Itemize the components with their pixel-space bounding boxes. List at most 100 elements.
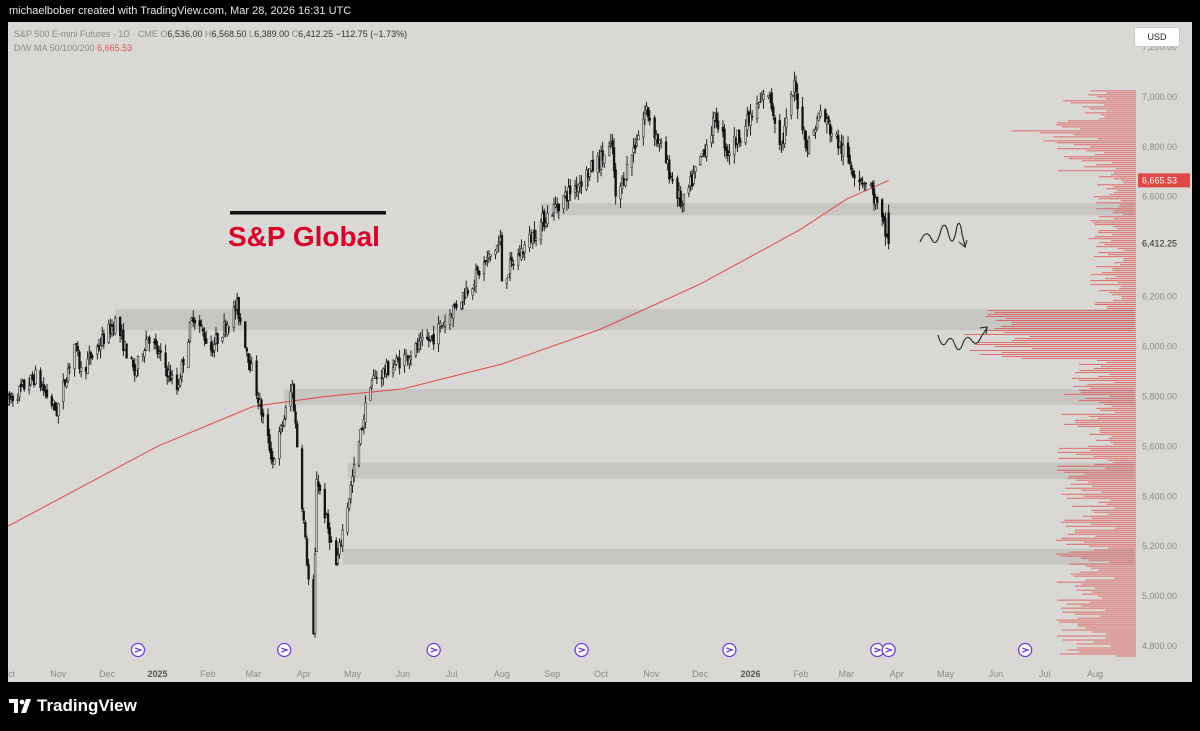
- event-marker-icon[interactable]: [277, 642, 292, 658]
- logo-bar: [230, 211, 386, 215]
- candle-body: [8, 393, 11, 400]
- candle-body: [842, 144, 845, 157]
- candle: [91, 354, 94, 360]
- y-tick-label: 6,000.00: [1142, 341, 1177, 351]
- candle: [159, 343, 162, 362]
- candle-body: [273, 458, 276, 465]
- candle: [102, 329, 106, 349]
- candle: [68, 363, 71, 375]
- candle: [125, 343, 128, 359]
- candle: [466, 287, 469, 297]
- candle-body: [255, 360, 258, 396]
- candle: [143, 348, 146, 363]
- credit-bar: michaelbober created with TradingView.co…: [0, 0, 1200, 22]
- candle-body: [508, 259, 512, 274]
- price-chart[interactable]: S&P Global 4,800.00 5,000.00 5,200.00 5,400…: [8, 22, 1192, 682]
- event-marker-circle: [130, 642, 146, 658]
- candle: [247, 353, 250, 371]
- tradingview-brand[interactable]: TradingView: [9, 696, 137, 716]
- time-axis: Oct Nov Dec 2025 Feb Mar Apr May Jun Jul Aug Sep Oct…: [8, 669, 1103, 679]
- candle-body: [330, 540, 333, 542]
- candle: [794, 75, 798, 100]
- candle-body: [284, 407, 287, 419]
- candle: [642, 111, 645, 146]
- candle-body: [239, 317, 242, 322]
- candle-body: [569, 185, 572, 195]
- candle-body: [853, 174, 856, 179]
- candle-body: [336, 555, 339, 564]
- candle-body: [767, 94, 770, 98]
- legend-close-label: C: [291, 29, 299, 39]
- candle-body: [546, 212, 549, 224]
- support-zones: [115, 202, 1135, 565]
- candle: [611, 133, 614, 155]
- event-marker-icon[interactable]: [881, 642, 896, 658]
- event-marker-icon[interactable]: [1017, 642, 1033, 658]
- candle: [156, 341, 159, 359]
- candle-body: [871, 182, 874, 189]
- candle: [193, 317, 197, 330]
- candle: [803, 126, 806, 140]
- candle: [443, 314, 447, 334]
- candle-body: [881, 199, 884, 218]
- event-marker-icon[interactable]: [130, 642, 146, 658]
- candle: [328, 522, 331, 550]
- event-marker-icon[interactable]: [574, 642, 589, 658]
- candle-body: [608, 146, 611, 157]
- candle: [544, 217, 547, 229]
- candle: [864, 182, 868, 191]
- candle: [270, 441, 273, 465]
- candle: [780, 141, 783, 153]
- candle-body: [716, 120, 720, 130]
- candle: [170, 369, 174, 385]
- candle-body: [27, 385, 31, 390]
- candle-body: [804, 130, 807, 149]
- currency-button[interactable]: USD: [1134, 27, 1180, 47]
- candle: [86, 351, 89, 374]
- candle-body: [133, 363, 136, 376]
- candle: [783, 117, 786, 148]
- y-tick-label: 5,800.00: [1142, 391, 1177, 401]
- candle-body: [474, 269, 478, 287]
- candle-body: [53, 402, 57, 411]
- candle: [315, 471, 318, 553]
- candle-body: [738, 129, 741, 144]
- candle-body: [850, 164, 853, 170]
- y-tick-label: 5,200.00: [1142, 541, 1177, 551]
- candle-body: [588, 168, 591, 177]
- candle-body: [432, 333, 435, 345]
- candle-body: [226, 325, 229, 335]
- candle-body: [614, 169, 617, 197]
- candle: [179, 373, 182, 388]
- candle-body: [612, 147, 616, 172]
- candle: [772, 103, 775, 120]
- candle-body: [653, 117, 656, 139]
- candle: [266, 408, 270, 444]
- candle: [130, 355, 133, 360]
- candle: [851, 168, 855, 179]
- candle-body: [78, 351, 81, 370]
- event-marker-icon[interactable]: [426, 642, 441, 658]
- candle-body: [484, 260, 487, 263]
- drawn-scribble-upper: [919, 222, 968, 248]
- candle-body: [785, 117, 788, 128]
- candle-body: [625, 163, 629, 180]
- candle: [723, 124, 726, 157]
- candle-body: [876, 196, 879, 203]
- event-marker-icon[interactable]: [722, 642, 737, 658]
- candle: [478, 269, 481, 280]
- candle-body: [884, 218, 887, 237]
- candle: [507, 274, 510, 279]
- candle: [227, 326, 231, 334]
- candle: [200, 319, 203, 328]
- candles: [8, 71, 890, 638]
- candle: [603, 154, 606, 168]
- candle-body: [42, 384, 45, 391]
- candle-body: [669, 175, 673, 178]
- candle: [135, 369, 138, 378]
- candle: [624, 179, 627, 188]
- candle-body: [544, 222, 547, 227]
- credit-text: michaelbober created with TradingView.co…: [9, 5, 352, 17]
- candle-body: [770, 92, 773, 109]
- chart-panel[interactable]: S&P 500 E-mini Futures · 1D · CME O6,536…: [8, 22, 1192, 682]
